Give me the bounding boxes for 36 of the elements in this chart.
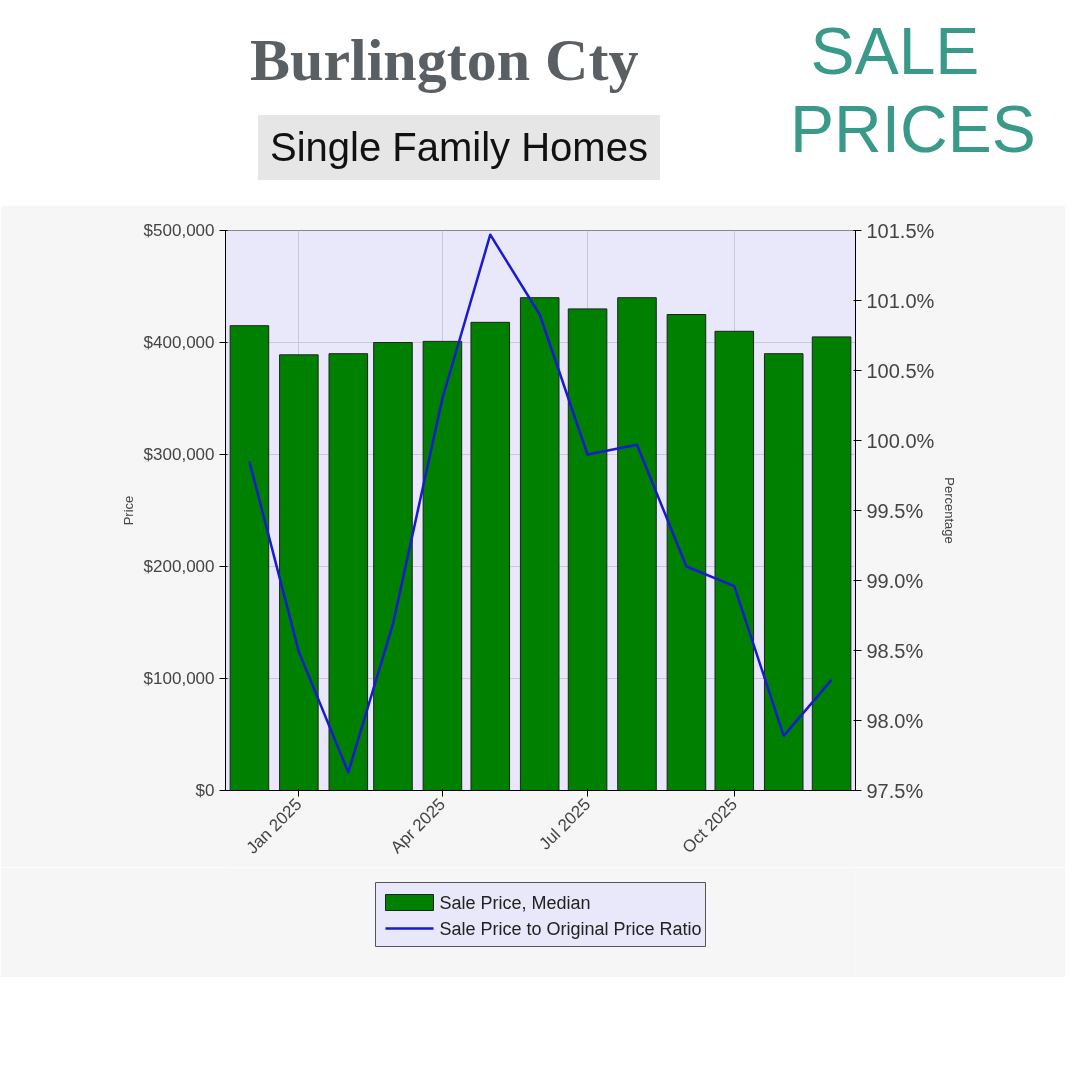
bar: [373, 342, 413, 791]
chart-title: Burlington Cty: [250, 26, 639, 95]
y2-tick-label: 98.5%: [866, 639, 924, 662]
bar: [811, 336, 852, 791]
legend-label: Sale Price to Original Price Ratio: [439, 918, 702, 939]
y2-tick-label: 99.5%: [866, 499, 924, 522]
chart-subtitle: Single Family Homes: [258, 115, 660, 181]
bar: [328, 353, 369, 791]
y-tick-label: $500,000: [143, 221, 215, 240]
bar: [714, 330, 755, 791]
legend-label: Sale Price, Median: [439, 892, 591, 913]
bar: [763, 353, 804, 791]
y-tick-label: $300,000: [143, 445, 215, 464]
bar: [666, 314, 707, 791]
text: SALE PRICES: [790, 13, 1036, 168]
y2-tick-label: 100.5%: [866, 359, 935, 382]
bar: [229, 325, 270, 791]
y2-tick-label: 101.0%: [866, 289, 935, 312]
bar: [567, 308, 608, 791]
y2-axis-title: Percentage: [942, 477, 958, 544]
y-axis-title: Price: [120, 495, 136, 526]
bar: [519, 297, 560, 791]
bar: [617, 297, 657, 791]
bar: [422, 340, 463, 791]
y-tick-label: $100,000: [143, 669, 215, 688]
line-series: [248, 233, 833, 774]
bar: [470, 321, 511, 791]
y2-tick-label: 98.0%: [866, 709, 924, 732]
bar: [279, 354, 319, 791]
y2-tick-label: 100.0%: [866, 429, 935, 452]
y2-tick-label: 99.0%: [866, 569, 924, 592]
y-tick-label: $0: [195, 781, 215, 800]
y2-tick-label: 101.5%: [866, 219, 935, 242]
y-tick-label: $400,000: [143, 333, 215, 352]
y-tick-label: $200,000: [143, 557, 215, 576]
y2-tick-label: 97.5%: [866, 779, 924, 802]
